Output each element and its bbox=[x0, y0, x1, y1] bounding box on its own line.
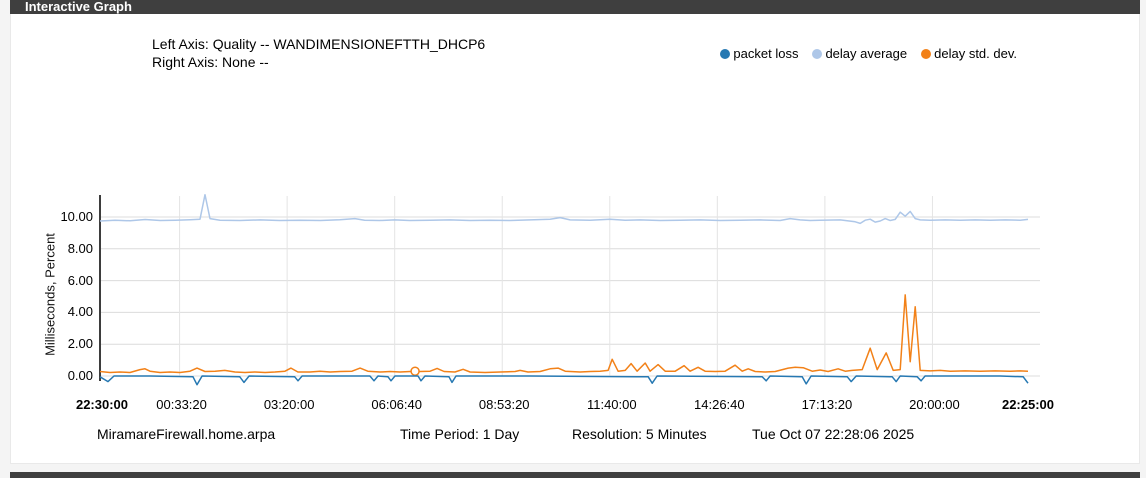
x-tick-label: 11:40:00 bbox=[586, 397, 637, 412]
x-tick-label: 20:00:00 bbox=[909, 397, 960, 412]
y-tick-label: 4.00 bbox=[67, 304, 93, 320]
x-tick-label: 17:13:20 bbox=[801, 397, 853, 412]
y-tick-label: 10.00 bbox=[60, 209, 93, 224]
delay-average-dot-icon bbox=[812, 48, 823, 59]
x-tick-label: 06:06:40 bbox=[371, 397, 422, 412]
resolution-label: Resolution: 5 Minutes bbox=[572, 426, 707, 442]
delay-std-dev-dot-icon bbox=[921, 48, 932, 59]
axis-titles: Left Axis: Quality -- WANDIMENSIONEFTTH_… bbox=[152, 35, 485, 71]
quality-graph-plot[interactable] bbox=[11, 14, 1139, 464]
packet-loss-dot-icon bbox=[720, 48, 731, 59]
right-axis-title: Right Axis: None -- bbox=[152, 54, 269, 70]
series-delay-average bbox=[99, 193, 1029, 225]
graph-legend: packet loss delay average delay std. dev… bbox=[720, 46, 1017, 61]
legend-label: delay average bbox=[825, 46, 908, 61]
panel-header: Interactive Graph bbox=[10, 0, 1140, 14]
x-tick-label: 08:53:20 bbox=[478, 397, 530, 412]
legend-item-delay-average[interactable]: delay average bbox=[812, 46, 907, 61]
legend-item-delay-std-dev[interactable]: delay std. dev. bbox=[921, 46, 1017, 61]
left-axis-title: Left Axis: Quality -- WANDIMENSIONEFTTH_… bbox=[152, 36, 486, 52]
x-tick-label: 14:26:40 bbox=[694, 397, 745, 412]
y-tick-label: 2.00 bbox=[67, 336, 93, 352]
next-panel-header bbox=[10, 472, 1140, 478]
x-tick-label: 03:20:00 bbox=[263, 397, 315, 412]
y-tick-label: 6.00 bbox=[67, 272, 93, 288]
series-packet-loss bbox=[99, 375, 1029, 386]
x-tick-label: 22:30:00 bbox=[75, 397, 129, 412]
y-tick-label: 8.00 bbox=[67, 240, 93, 256]
timestamp-label: Tue Oct 07 22:28:06 2025 bbox=[752, 426, 915, 442]
interactive-graph-panel: Left Axis: Quality -- WANDIMENSIONEFTTH_… bbox=[10, 14, 1140, 464]
data-point-marker[interactable] bbox=[410, 366, 420, 376]
legend-label: packet loss bbox=[733, 46, 799, 61]
panel-title: Interactive Graph bbox=[25, 0, 132, 14]
x-tick-label: 22:25:00 bbox=[1001, 397, 1055, 412]
x-tick-label: 00:33:20 bbox=[156, 397, 207, 412]
y-tick-label: 0.00 bbox=[67, 368, 93, 383]
legend-item-packet-loss[interactable]: packet loss bbox=[720, 46, 798, 61]
legend-label: delay std. dev. bbox=[934, 46, 1017, 61]
hostname-label: MiramareFirewall.home.arpa bbox=[97, 426, 276, 442]
time-period-label: Time Period: 1 Day bbox=[400, 426, 520, 442]
series-delay-std-dev- bbox=[99, 294, 1029, 374]
